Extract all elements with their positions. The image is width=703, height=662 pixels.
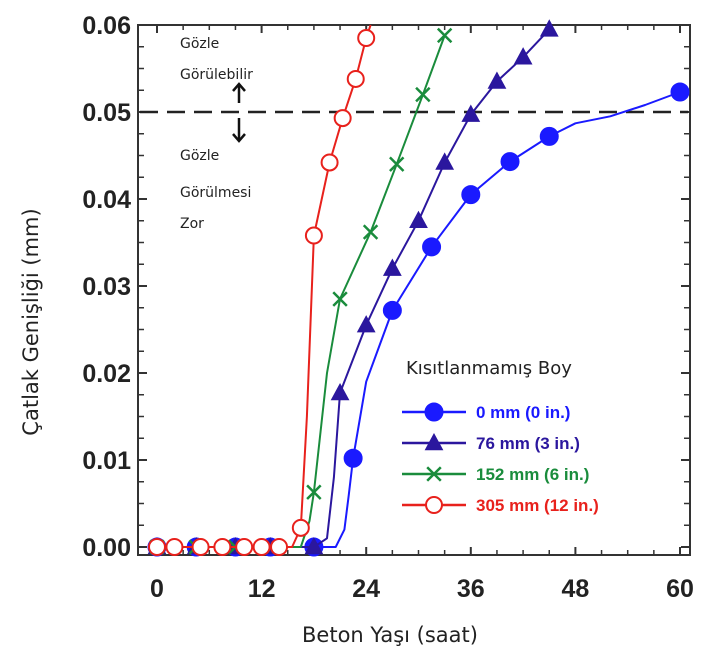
axis-ticks [138,24,690,555]
series-group [147,19,690,557]
data-point [304,226,323,245]
y-tick-label: 0.05 [82,99,131,127]
y-tick-label: 0.02 [82,360,131,388]
data-point [539,19,559,37]
legend-title: Kısıtlanmamış Boy [406,358,572,379]
series-line [157,24,372,548]
data-point [461,104,481,122]
annotation-below-line2: Görülmesi [180,185,251,201]
legend-label: 305 mm (12 in.) [476,496,599,515]
data-point [320,153,339,172]
legend-entries: 0 mm (0 in.) 76 mm (3 in.) 152 mm (6 in.) 3… [402,402,599,515]
data-point [436,27,453,44]
data-point [346,69,365,88]
y-tick-label: 0.06 [82,12,131,40]
data-point [332,291,348,307]
legend-label: 0 mm (0 in.) [476,403,570,422]
annotation-above-line1: Gözle [180,36,219,52]
data-point [461,185,481,205]
x-tick-label: 24 [352,575,380,603]
legend-swatch-marker [426,466,442,482]
legend-swatch-marker [424,402,444,422]
x-tick-label: 12 [248,575,276,603]
double-arrow-icon [232,82,246,143]
data-point [252,538,271,556]
data-point [435,152,455,170]
legend-label: 152 mm (6 in.) [476,465,589,484]
data-point [191,538,210,556]
annotations: Gözle Görülebilir Gözle Görülmesi Zor [180,36,253,232]
plot-area [137,24,691,556]
y-tick-label: 0.03 [82,273,131,301]
data-point [670,82,690,102]
legend: Kısıtlanmamış Boy 0 mm (0 in.) 76 mm (3 i… [402,358,599,515]
data-point [382,300,402,320]
data-point [487,71,507,89]
legend-entry: 76 mm (3 in.) [402,432,580,453]
data-point [362,224,379,240]
series-line [157,91,681,548]
legend-swatch-marker [424,432,444,451]
data-point [389,156,405,172]
data-point [213,538,232,556]
annotation-above-line2: Görülebilir [180,67,253,83]
x-tick-label: 60 [666,575,694,603]
data-point [333,109,352,128]
plot-frame [137,24,691,556]
y-axis-title: Çatlak Genişliği (mm) [19,208,43,435]
data-point [422,237,442,257]
y-tick-label: 0.00 [82,534,131,562]
data-point [382,258,402,276]
data-point [148,538,166,556]
data-point [409,210,428,228]
data-point [513,47,533,65]
x-tick-label: 0 [150,575,164,603]
series-1 [147,82,690,557]
data-point [306,484,322,500]
x-tick-label: 48 [561,575,589,603]
series-4 [148,24,376,556]
data-point [539,126,559,146]
data-point [356,315,376,333]
annotation-below-line3: Zor [180,216,204,232]
legend-entry: 0 mm (0 in.) [402,402,570,422]
data-point [343,448,363,468]
y-tick-label: 0.04 [82,186,131,214]
x-axis-title: Beton Yaşı (saat) [302,623,478,647]
data-point [165,538,184,556]
data-point [500,152,520,172]
legend-entry: 152 mm (6 in.) [402,465,589,484]
legend-swatch-marker [425,496,443,514]
legend-label: 76 mm (3 in.) [476,434,580,453]
data-point [330,382,350,401]
legend-entry: 305 mm (12 in.) [402,496,599,515]
tick-labels: 0 12 24 36 48 60 0.00 0.01 0.02 0.03 0.04 0.05 0.06 [82,12,694,603]
data-point [270,538,289,556]
data-point [357,29,376,48]
annotation-below-line1: Gözle [180,148,219,164]
y-tick-label: 0.01 [82,447,131,475]
x-tick-label: 36 [457,575,485,603]
data-point [304,536,324,555]
data-point [291,518,310,537]
data-point [415,86,431,103]
data-point [235,538,254,556]
